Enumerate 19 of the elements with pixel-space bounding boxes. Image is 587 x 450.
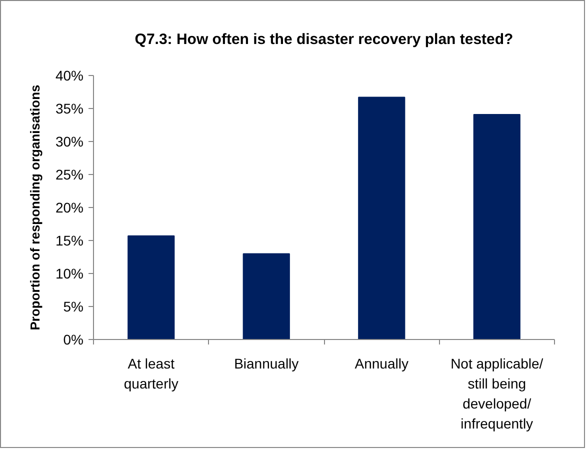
chart-title: Q7.3: How often is the disaster recovery plan tested? — [134, 31, 514, 48]
y-tick-label: 20% — [55, 200, 84, 216]
y-tick-label: 35% — [55, 100, 84, 116]
y-tick-label: 0% — [63, 332, 84, 348]
bar — [242, 253, 290, 340]
y-tick-label: 25% — [55, 166, 84, 182]
y-tick-label: 30% — [55, 134, 84, 150]
bar — [128, 235, 175, 340]
y-tick-label: 15% — [55, 232, 84, 248]
x-tick-label: Annually — [354, 356, 408, 372]
y-tick-label: 40% — [55, 68, 84, 84]
y-tick-label: 10% — [55, 266, 84, 282]
bar — [358, 96, 406, 340]
x-tick-label: Biannually — [234, 356, 299, 372]
y-tick-label: 5% — [63, 298, 84, 314]
x-tick-label: Not applicable/ still being developed/ infrequently — [450, 356, 544, 432]
bar — [473, 114, 520, 340]
y-axis-title: Proportion of responding organisations — [27, 84, 42, 330]
x-tick-label: At least quarterly — [124, 356, 178, 392]
